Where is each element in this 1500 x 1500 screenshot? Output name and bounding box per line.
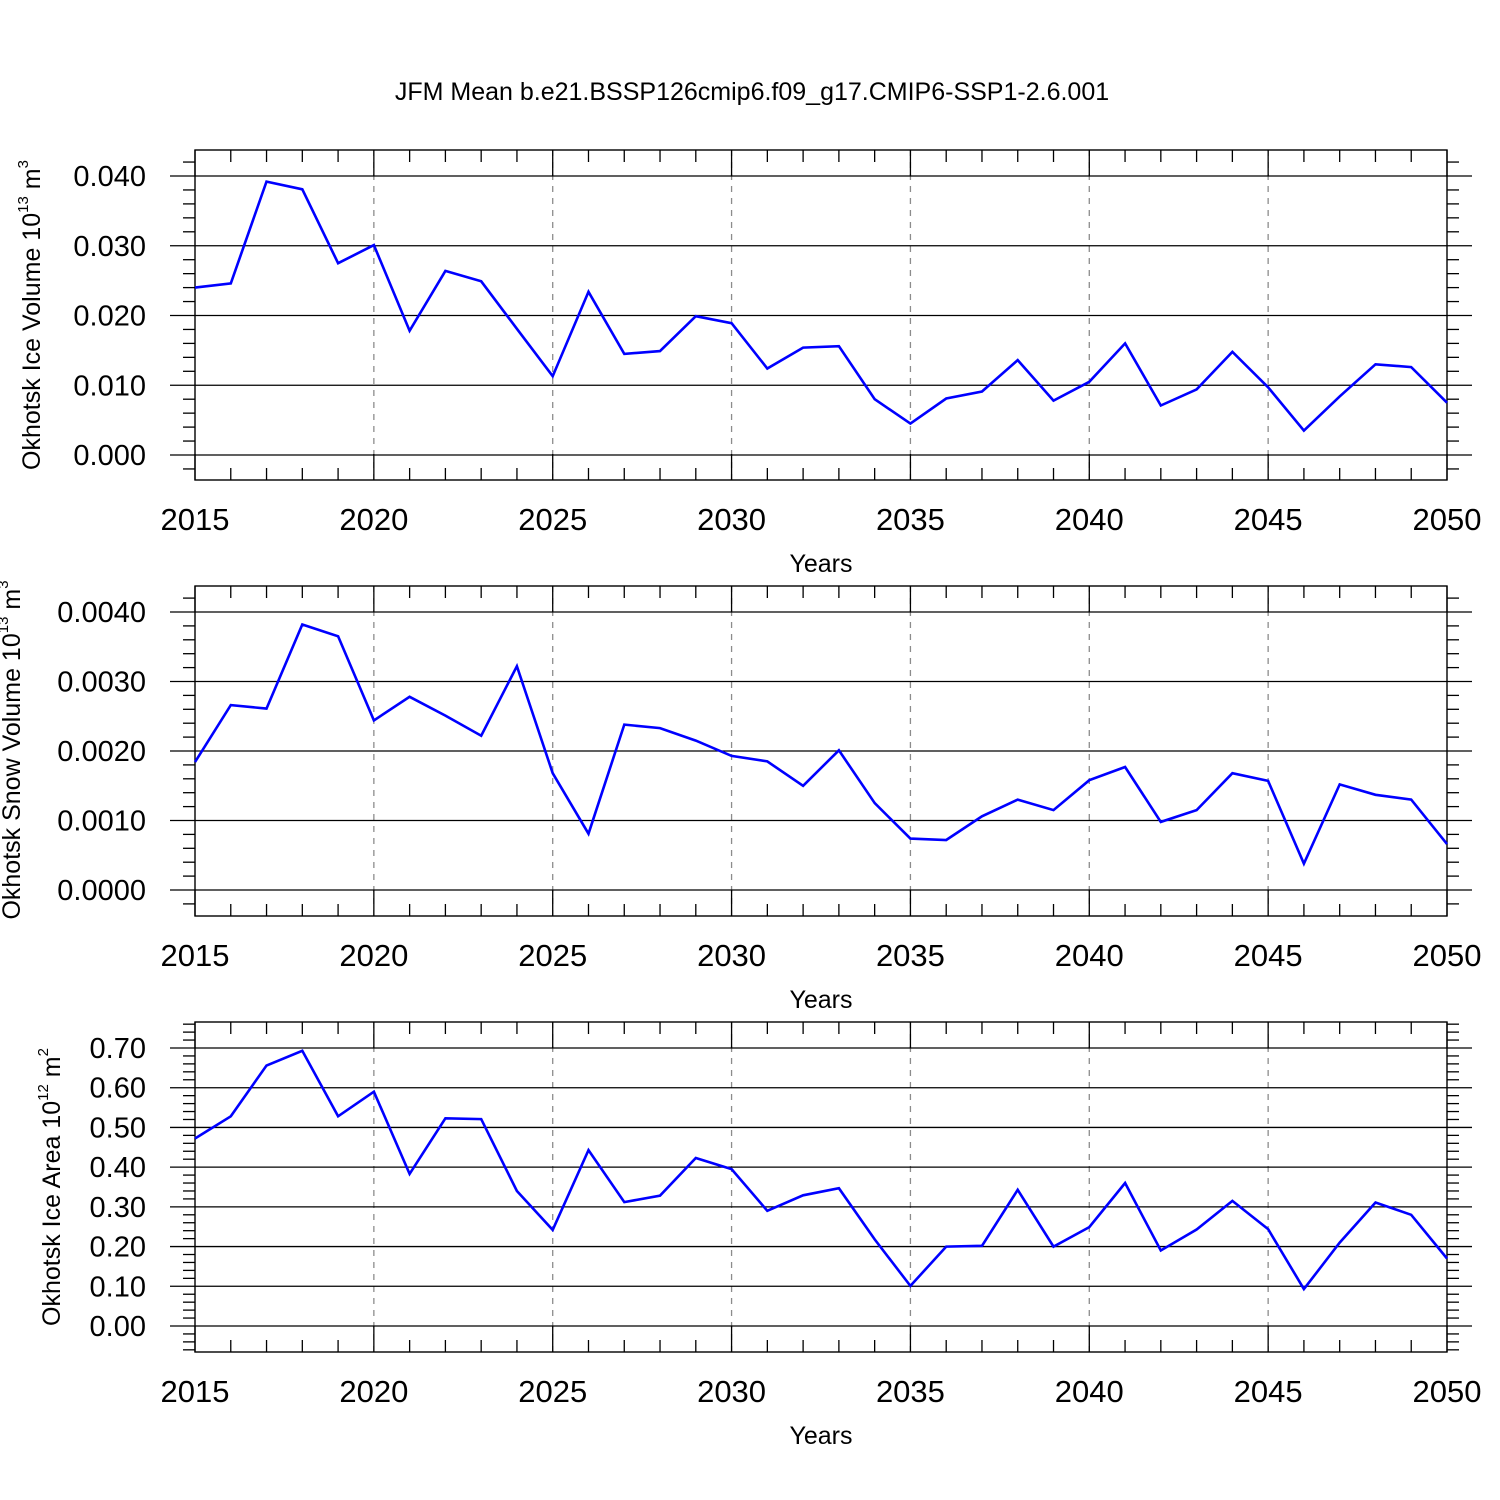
x-tick-label: 2020 [339,502,408,537]
x-tick-label: 2030 [697,938,766,973]
y-tick-label: 0.40 [90,1152,146,1184]
y-tick-label: 0.0030 [57,667,146,699]
x-tick-label: 2015 [161,502,230,537]
panel-1: 0.000 0.010 0.020 0.030 0.040 2015 2020 2025 203… [15,149,1482,578]
y-tick-label: 0.00 [90,1311,146,1343]
y-axis-label-text: Okhotsk Ice Area 10 [38,1101,66,1326]
y-tick-label: 0.020 [73,301,146,333]
y-tick-label: 0.010 [73,370,146,402]
x-tick-label: 2025 [518,1374,587,1409]
x-tick-label: 2035 [876,502,945,537]
y-axis-label: Okhotsk Snow Volume 1013 m3 [0,580,26,919]
x-tick-label: 2015 [161,938,230,973]
y-axis-label-unit: m [0,589,26,617]
series-line [194,1049,1449,1292]
x-tick-label: 2040 [1055,938,1124,973]
y-tick-label: 0.60 [90,1073,146,1105]
x-tick-label: 2035 [876,1374,945,1409]
y-axis-label-unit-exponent: 3 [15,160,32,168]
x-axis-label: Years [789,550,852,578]
panels: 0.000 0.010 0.020 0.030 0.040 2015 2020 2025 203… [0,149,1482,1450]
series-line [194,180,1448,433]
y-tick-label: 0.0040 [57,597,146,629]
y-tick-label: 0.0000 [57,875,146,907]
y-tick-label: 0.10 [90,1271,146,1303]
y-tick-label: 0.20 [90,1232,146,1264]
figure-title: JFM Mean b.e21.BSSP126cmip6.f09_g17.CMIP… [395,78,1109,106]
y-axis-label: Okhotsk Ice Area 1012 m2 [35,1048,66,1326]
y-axis-label-unit: m [38,1056,66,1084]
y-tick-label: 0.30 [90,1192,146,1224]
y-axis-label-text: Okhotsk Ice Volume 10 [18,213,46,470]
x-tick-label: 2050 [1413,938,1482,973]
x-tick-label: 2050 [1413,1374,1482,1409]
y-tick-label: 0.030 [73,231,146,263]
y-axis-label-text: Okhotsk Snow Volume 10 [0,633,26,919]
panel-2: 0.0000 0.0010 0.0020 0.0030 0.0040 2015 2020 20… [0,580,1481,1014]
plot-frame [194,1021,1448,1353]
y-axis-label-unit: m [18,168,46,196]
y-tick-label: 0.0010 [57,806,146,838]
y-axis-label-exponent: 12 [35,1084,52,1101]
series-line [193,622,1449,867]
x-tick-label: 2025 [518,938,587,973]
x-tick-label: 2045 [1234,938,1303,973]
x-tick-label: 2045 [1234,502,1303,537]
x-tick-label: 2045 [1234,1374,1303,1409]
x-tick-label: 2050 [1413,502,1482,537]
y-axis-label-exponent: 13 [15,196,32,213]
y-tick-label: 0.50 [90,1112,146,1144]
x-tick-label: 2020 [339,1374,408,1409]
x-axis-label: Years [789,1422,852,1450]
x-tick-label: 2030 [697,502,766,537]
x-tick-label: 2040 [1055,502,1124,537]
y-axis-label-unit-exponent: 3 [0,580,12,588]
x-tick-label: 2020 [339,938,408,973]
y-axis-label-exponent: 13 [0,617,12,634]
y-axis-label: Okhotsk Ice Volume 1013 m3 [15,160,46,470]
x-tick-label: 2040 [1055,1374,1124,1409]
y-axis-label-unit-exponent: 2 [35,1048,52,1056]
y-tick-label: 0.70 [90,1033,146,1065]
y-tick-label: 0.040 [73,161,146,193]
x-tick-label: 2015 [161,1374,230,1409]
x-tick-label: 2025 [518,502,587,537]
x-axis-label: Years [789,986,852,1014]
y-tick-label: 0.0020 [57,736,146,768]
y-tick-label: 0.000 [73,440,146,472]
x-tick-label: 2035 [876,938,945,973]
panel-3: 0.00 0.10 0.20 0.30 0.40 0.50 0.60 0.70 2015 2020… [35,1021,1482,1450]
x-tick-label: 2030 [697,1374,766,1409]
